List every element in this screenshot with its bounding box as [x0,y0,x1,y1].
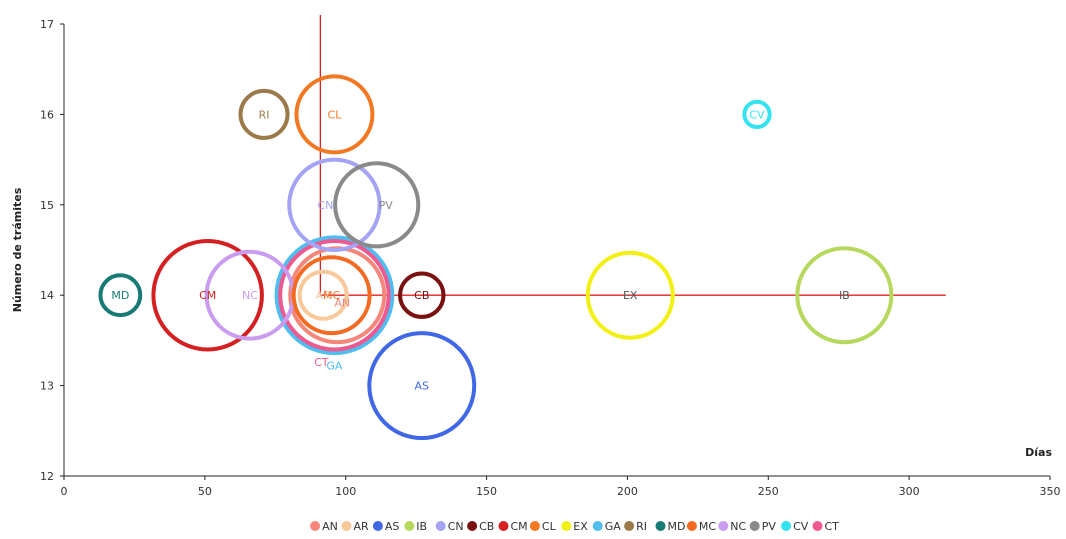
bubble-ib [795,246,894,345]
legend-swatch-cb [467,521,478,531]
bubble-label-cb: CB [414,289,429,302]
bubble-pv [333,161,421,249]
bubble-label-ri: RI [259,108,270,121]
y-tick-label: 13 [40,380,54,393]
legend-swatch-cn [435,521,446,531]
legend: AN AR AS IB CN CB CM CL EX GA RI MD MC NC PV CV CT [310,520,839,533]
y-tick-label: 17 [40,18,54,31]
legend-swatch-cv [781,521,792,531]
legend-swatch-ri [624,521,635,531]
legend-swatch-ar [341,521,352,531]
bubble-ex [585,250,675,340]
legend-label-an: AN [322,520,338,533]
legend-swatch-ib [404,521,415,531]
legend-swatch-as [372,521,383,531]
bubble-label-ib: IB [839,289,850,302]
bubble-label-cm: CM [199,289,216,302]
bubble-label-as: AS [415,380,430,393]
y-axis-title: Número de trámites [11,187,24,312]
legend-label-mc: MC [699,520,716,533]
bubble-cl [294,74,375,155]
bubble-label-cl: CL [328,108,343,121]
legend-label-md: MD [668,520,686,533]
x-tick-label: 250 [758,485,779,498]
legend-label-pv: PV [762,520,777,533]
x-axis-title: Días [1025,446,1052,459]
bubble-label-cn: CN [317,199,333,212]
x-tick-label: 150 [476,485,497,498]
bubble-label-an: AN [334,296,350,309]
legend-label-cn: CN [448,520,464,533]
bubble-md [98,273,143,318]
legend-swatch-an [310,521,321,531]
legend-swatch-cm [498,521,509,531]
bubble-as [367,331,477,441]
bubble-cm [151,238,264,352]
legend-label-ri: RI [636,520,647,533]
legend-swatch-ga [592,521,603,531]
x-tick-label: 0 [61,485,68,498]
x-tick-label: 350 [1040,485,1061,498]
y-tick-label: 16 [40,108,54,121]
legend-label-nc: NC [730,520,746,533]
bubble-label-nc: NC [242,289,258,302]
bubble-cv [742,99,772,130]
y-tick-label: 14 [40,289,54,302]
bubble-label-ar: AR [316,289,332,302]
bubble-label-ct: CT [314,356,329,369]
x-tick-label: 300 [899,485,920,498]
legend-label-ar: AR [354,520,370,533]
bubble-ct [278,238,391,352]
legend-label-ib: IB [416,520,427,533]
bubble-label-pv: PV [379,199,394,212]
bubble-label-md: MD [111,289,129,302]
y-tick-label: 15 [40,199,54,212]
legend-swatch-md [655,521,666,531]
legend-swatch-ex [561,521,572,531]
legend-label-cb: CB [479,520,494,533]
x-tick-label: 200 [617,485,638,498]
legend-label-ex: EX [573,520,588,533]
legend-swatch-ct [812,521,823,531]
legend-label-cv: CV [793,520,809,533]
y-tick-label: 12 [40,470,54,483]
bubble-label-ex: EX [623,289,638,302]
legend-label-ga: GA [605,520,622,533]
bubble-ga [274,235,395,356]
legend-label-ct: CT [825,520,840,533]
bubble-ar [297,269,349,321]
bubble-mc [291,255,372,336]
x-tick-label: 50 [198,485,212,498]
legend-swatch-nc [718,521,729,531]
legend-swatch-cl [529,521,540,531]
bubble-label-cv: CV [749,108,765,121]
bubble-cn [287,157,382,253]
bubbles [98,74,894,441]
legend-label-cm: CM [511,520,528,533]
bubble-label-ga: GA [326,360,343,373]
legend-label-as: AS [385,520,400,533]
bubble-ri [238,88,290,140]
axes: 0 50 100 150 200 250 300 350 12 13 14 15 16 17 [40,18,1061,498]
bubble-cb [398,271,446,319]
bubble-label-mc: MC [323,289,340,302]
legend-label-cl: CL [542,520,557,533]
legend-swatch-pv [749,521,760,531]
legend-swatch-mc [686,521,697,531]
x-tick-label: 100 [335,485,356,498]
